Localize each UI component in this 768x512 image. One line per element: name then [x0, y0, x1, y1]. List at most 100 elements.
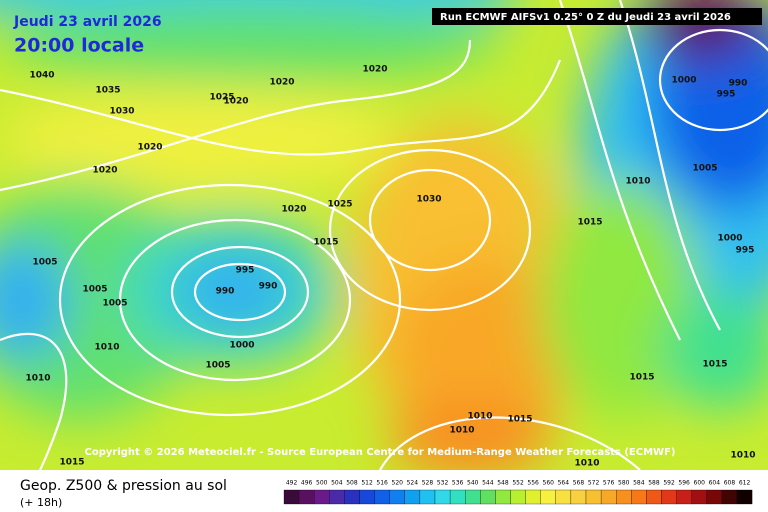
scale-label: 548 [497, 480, 509, 487]
scale-label: 580 [618, 480, 630, 487]
scale-label: 532 [437, 480, 449, 487]
scale-swatch [434, 489, 451, 505]
isobar-label: 1010 [574, 459, 599, 469]
scale-label: 512 [361, 480, 373, 487]
scale-label: 540 [467, 480, 479, 487]
isobar-label: 1015 [629, 373, 654, 383]
isobar-label: 1020 [223, 97, 248, 107]
isobar-label: 1035 [95, 86, 120, 96]
isobar-label: 1015 [577, 218, 602, 228]
isobar-label: 995 [736, 246, 755, 256]
scale-swatch [389, 489, 405, 505]
isobar-label: 1015 [507, 415, 532, 425]
scale-label: 572 [588, 480, 600, 487]
scale-label: 560 [543, 480, 555, 487]
scale-label: 564 [558, 480, 570, 487]
scale-label: 612 [739, 480, 751, 487]
isobar-label: 1005 [692, 164, 717, 174]
scale-label: 576 [603, 480, 615, 487]
footer-subtitle: (+ 18h) [20, 496, 62, 509]
scale-swatch [676, 489, 692, 505]
scale-swatch [736, 489, 753, 505]
scale-label: 528 [422, 480, 434, 487]
isobar-label: 1005 [205, 361, 230, 371]
isobar-label: 995 [236, 266, 255, 276]
scale-swatch [465, 489, 481, 505]
isobar-label: 1010 [625, 177, 650, 187]
scale-label: 504 [331, 480, 343, 487]
field [0, 0, 768, 470]
copyright: Copyright © 2026 Meteociel.fr - Source E… [85, 447, 676, 458]
scale-swatch [646, 489, 662, 505]
scale-label: 508 [346, 480, 358, 487]
scale-swatch [374, 489, 390, 505]
isobar-label: 1010 [94, 343, 119, 353]
footer-title: Geop. Z500 & pression au sol [20, 478, 227, 494]
scale-label: 592 [663, 480, 675, 487]
isobar-label: 1020 [92, 166, 117, 176]
isobar-label: 1015 [59, 458, 84, 468]
scale-swatch [600, 489, 617, 505]
isobar-label: 1020 [281, 205, 306, 215]
scale-swatch [706, 489, 723, 505]
isobar-label: 1005 [82, 285, 107, 295]
isobar-label: 990 [729, 79, 748, 89]
scale-swatch [480, 489, 496, 505]
scale-swatch [314, 489, 330, 505]
run-label: Run ECMWF AIFSv1 0.25° 0 Z du Jeudi 23 a… [440, 12, 731, 23]
scale-label: 568 [573, 480, 585, 487]
scale-swatch [721, 489, 738, 505]
isobar-label: 1030 [416, 195, 441, 205]
scale-swatch [419, 489, 436, 505]
scale-label: 556 [527, 480, 539, 487]
scale-swatch [555, 489, 572, 505]
scale-swatch [661, 489, 677, 505]
isobar-label: 1010 [730, 451, 755, 461]
scale-label: 552 [512, 480, 524, 487]
scale-swatch [283, 489, 300, 505]
scale-swatch [585, 489, 602, 505]
scale-label: 584 [633, 480, 645, 487]
scale-swatch [616, 489, 632, 505]
isobar-label: 1025 [327, 200, 352, 210]
scale-label: 600 [694, 480, 706, 487]
scale-label: 604 [709, 480, 721, 487]
isobar-label: 1010 [25, 374, 50, 384]
scale-swatch [344, 489, 360, 505]
isobar-label: 1015 [313, 238, 338, 248]
time-label: 20:00 locale [14, 35, 144, 57]
isobar-label: 1005 [102, 299, 127, 309]
scale-swatch [298, 489, 315, 505]
isobar-label: 1030 [109, 107, 134, 117]
scale-label: 496 [301, 480, 313, 487]
scale-label: 596 [678, 480, 690, 487]
isobar-label: 1040 [29, 71, 54, 81]
scale-label: 544 [482, 480, 494, 487]
scale-swatch [691, 489, 707, 505]
scale-label: 536 [452, 480, 464, 487]
isobar-label: 990 [259, 282, 278, 292]
scale-swatch [359, 489, 375, 505]
isobar-label: 1000 [671, 76, 696, 86]
scale-swatch [525, 489, 541, 505]
date-label: Jeudi 23 avril 2026 [13, 14, 162, 30]
scale-label: 608 [724, 480, 736, 487]
scale-label: 492 [286, 480, 298, 487]
scale-swatch [631, 489, 647, 505]
scale-swatch [510, 489, 526, 505]
scale-swatch [404, 489, 421, 505]
scale-label: 516 [376, 480, 388, 487]
isobar-label: 990 [216, 287, 235, 297]
color-scale: 492 496 500 504 508 512 516 520 524 528 532 536 540 5… [283, 480, 753, 505]
isobar-label: 1015 [702, 360, 727, 370]
scale-swatch [540, 489, 556, 505]
scale-swatch [570, 489, 587, 505]
isobar-label: 1000 [229, 341, 254, 351]
isobar-label: 1000 [717, 234, 742, 244]
isobar-label: 1005 [32, 258, 57, 268]
isobar-label: 1020 [269, 78, 294, 88]
isobar-label: 995 [717, 90, 736, 100]
scale-label: 500 [316, 480, 328, 487]
